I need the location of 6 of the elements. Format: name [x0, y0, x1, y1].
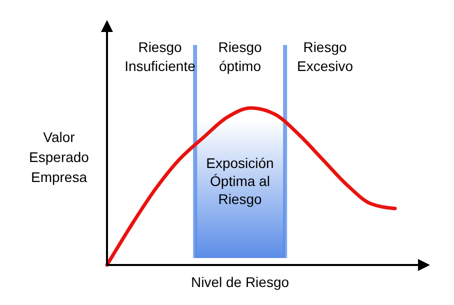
- x-axis-title: Nivel de Riesgo: [190, 274, 290, 290]
- text: Riesgo Insuficiente: [124, 39, 196, 74]
- annotation: Exposición Óptima al Riesgo: [206, 155, 274, 207]
- text: Riesgo óptimo: [218, 39, 262, 74]
- y-axis-title: Valor Esperado Empresa: [29, 129, 90, 185]
- text: Riesgo Excesivo: [296, 39, 354, 74]
